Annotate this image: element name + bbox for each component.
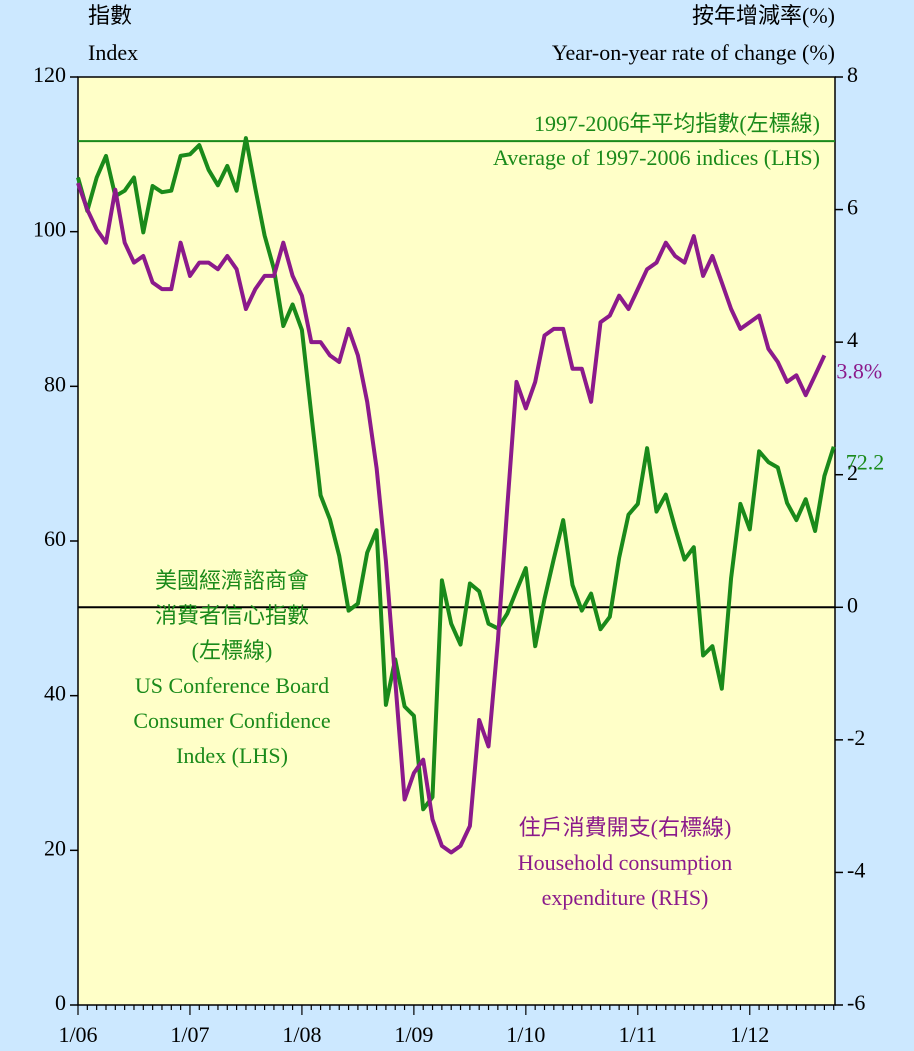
y2-tick-label: 8 <box>847 62 858 87</box>
series-label: Index (LHS) <box>176 743 288 768</box>
y-axis-title: 指數 <box>88 3 132 28</box>
x-tick-label: 1/07 <box>170 1022 209 1047</box>
y-tick-label: 60 <box>44 526 66 551</box>
series-label: (左標線) <box>192 638 273 663</box>
reference-label: 1997-2006年平均指數(左標線) <box>534 111 820 136</box>
x-tick-label: 1/10 <box>506 1022 545 1047</box>
x-tick-label: 1/11 <box>619 1022 657 1047</box>
y2-tick-label: 6 <box>847 195 858 220</box>
y-tick-label: 20 <box>44 835 66 860</box>
y2-axis-title: Year-on-year rate of change (%) <box>552 40 835 65</box>
series-line <box>76 136 836 812</box>
series-label: Consumer Confidence <box>133 708 330 733</box>
x-tick-label: 1/06 <box>58 1022 97 1047</box>
series-label: 消費者信心指數 <box>155 603 309 628</box>
series-label: expenditure (RHS) <box>542 885 709 910</box>
series-label: Household consumption <box>518 850 733 875</box>
y-tick-label: 100 <box>33 217 66 242</box>
y2-tick-label: -6 <box>847 990 865 1015</box>
x-tick-label: 1/12 <box>730 1022 769 1047</box>
series-line <box>76 182 827 855</box>
series-label: 住戶消費開支(右標線) <box>519 815 732 840</box>
y-tick-label: 40 <box>44 681 66 706</box>
y2-tick-label: 4 <box>847 327 858 352</box>
y2-tick-label: 2 <box>847 460 858 485</box>
reference-label: Average of 1997-2006 indices (LHS) <box>493 145 820 170</box>
y2-tick-label: -2 <box>847 725 865 750</box>
series-label: US Conference Board <box>135 673 329 698</box>
y2-axis-title: 按年增減率(%) <box>692 3 835 28</box>
x-tick-label: 1/09 <box>394 1022 433 1047</box>
y-tick-label: 120 <box>33 62 66 87</box>
x-tick-label: 1/08 <box>282 1022 321 1047</box>
y-tick-label: 0 <box>55 990 66 1015</box>
series-label: 美國經濟諮商會 <box>155 568 309 593</box>
y2-tick-label: 0 <box>847 592 858 617</box>
value-label: 3.8% <box>836 358 882 383</box>
value-label: 72.2 <box>846 450 885 475</box>
y-tick-label: 80 <box>44 371 66 396</box>
y2-tick-label: -4 <box>847 857 865 882</box>
y-axis-title: Index <box>88 40 138 65</box>
